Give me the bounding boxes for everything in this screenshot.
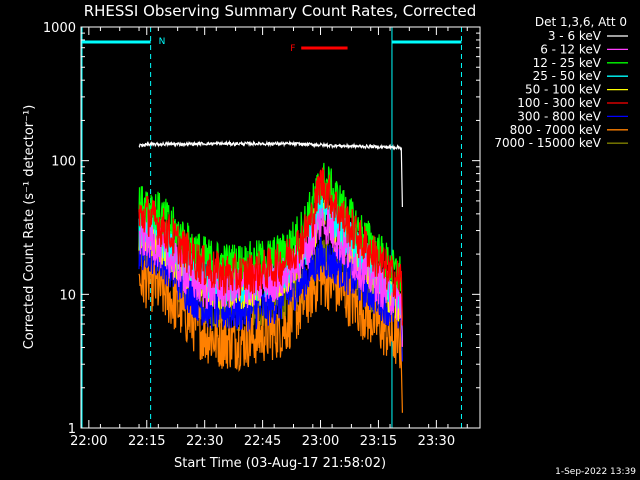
series-line-0 xyxy=(138,139,403,208)
chart-title: RHESSI Observing Summary Count Rates, Co… xyxy=(84,2,477,20)
legend-label-0: 3 - 6 keV xyxy=(548,29,602,43)
y-tick-label-1: 10 xyxy=(59,288,76,303)
plot-frame xyxy=(80,26,481,429)
series-line-1 xyxy=(138,207,403,347)
series-line-2 xyxy=(138,162,403,322)
x-tick-label-5: 23:15 xyxy=(360,434,397,449)
legend-label-1: 6 - 12 keV xyxy=(540,42,602,56)
flare-flag-label: F xyxy=(290,44,295,54)
legend-label-4: 50 - 100 keV xyxy=(525,83,602,97)
night-flag-label: N xyxy=(159,37,166,47)
legend-label-7: 800 - 7000 keV xyxy=(510,123,602,137)
y-axis-label: Corrected Count Rate (s⁻¹ detector⁻¹) xyxy=(22,105,37,350)
x-axis-label: Start Time (03-Aug-17 21:58:02) xyxy=(174,456,386,471)
footer-date: 1-Sep-2022 13:39 xyxy=(555,467,636,477)
legend-header: Det 1,3,6, Att 0 xyxy=(535,15,627,29)
plot-layer: N F 1 10 100 1000 22:00 22:15 22:30 22:45 23:00 23:… xyxy=(43,21,481,449)
legend-label-8: 7000 - 15000 keV xyxy=(494,136,601,150)
series-line-7 xyxy=(138,250,403,413)
x-tick-label-2: 22:30 xyxy=(186,434,223,449)
y-tick-label-0: 1 xyxy=(68,422,76,437)
x-tick-label-3: 22:45 xyxy=(244,434,281,449)
legend-label-2: 12 - 25 keV xyxy=(533,56,602,70)
x-tick-label-6: 23:30 xyxy=(418,434,455,449)
x-tick-label-1: 22:15 xyxy=(128,434,165,449)
x-tick-label-0: 22:00 xyxy=(70,434,107,449)
y-tick-label-2: 100 xyxy=(51,155,76,170)
y-tick-label-3: 1000 xyxy=(43,21,76,36)
legend-label-6: 300 - 800 keV xyxy=(517,109,601,123)
legend-label-5: 100 - 300 keV xyxy=(517,96,601,110)
series-line-5 xyxy=(138,167,403,326)
legend-label-3: 25 - 50 keV xyxy=(533,69,602,83)
x-tick-label-4: 23:00 xyxy=(302,434,339,449)
